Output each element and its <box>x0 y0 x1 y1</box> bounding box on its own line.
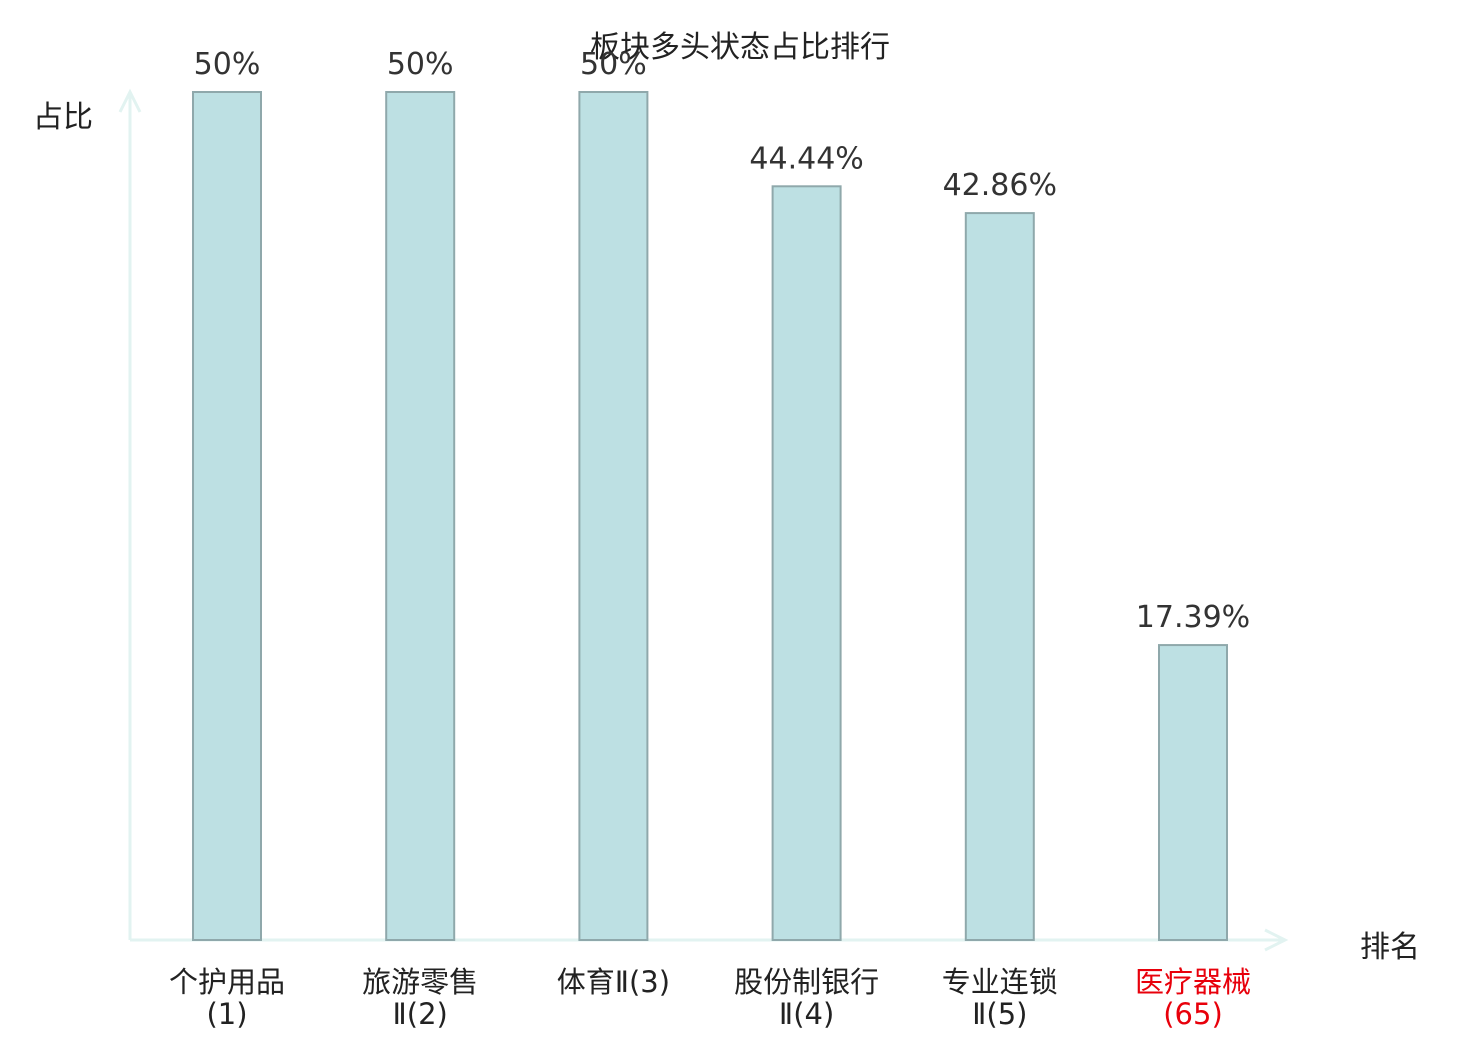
category-rank: (2) <box>406 997 448 1031</box>
category-rank: (5) <box>986 997 1028 1031</box>
value-label-5: 42.86% <box>943 168 1057 203</box>
category-name: 个护用品 <box>168 965 285 999</box>
bar-4 <box>771 185 842 941</box>
category-label-1: 个护用品(1) <box>152 966 302 1030</box>
category-rank: (3) <box>628 965 671 999</box>
category-name: 专业连锁Ⅱ <box>941 965 1058 1031</box>
category-label-4: 股份制银行Ⅱ(4) <box>732 966 882 1030</box>
x-axis-label: 排名 <box>1360 930 1420 965</box>
category-name: 体育Ⅱ <box>556 965 629 999</box>
value-label-6: 17.39% <box>1136 600 1250 635</box>
category-rank: (4) <box>793 997 835 1031</box>
bar-2 <box>385 91 456 941</box>
category-label-3: 体育Ⅱ(3) <box>538 966 688 998</box>
y-axis-arrow <box>118 88 142 113</box>
bar-5 <box>964 212 1035 941</box>
bar-1 <box>192 91 262 941</box>
category-name: 医疗器械 <box>1134 965 1251 999</box>
x-axis-arrow <box>1264 928 1289 952</box>
value-label-1: 50% <box>194 47 261 82</box>
category-label-5: 专业连锁Ⅱ(5) <box>925 966 1075 1030</box>
category-label-2: 旅游零售Ⅱ(2) <box>345 966 495 1030</box>
value-label-2: 50% <box>387 47 454 82</box>
chart-title: 板块多头状态占比排行 <box>590 30 890 65</box>
category-label-6: 医疗器械(65) <box>1118 966 1268 1030</box>
value-label-3: 50% <box>580 47 647 82</box>
value-label-4: 44.44% <box>749 141 863 176</box>
category-rank: (65) <box>1163 997 1223 1031</box>
category-name: 旅游零售Ⅱ <box>362 965 479 1031</box>
y-axis-label: 占比 <box>33 100 93 135</box>
category-rank: (1) <box>206 997 248 1031</box>
bar-3 <box>578 91 649 941</box>
bar-6 <box>1158 644 1228 941</box>
category-name: 股份制银行Ⅱ <box>734 965 880 1031</box>
